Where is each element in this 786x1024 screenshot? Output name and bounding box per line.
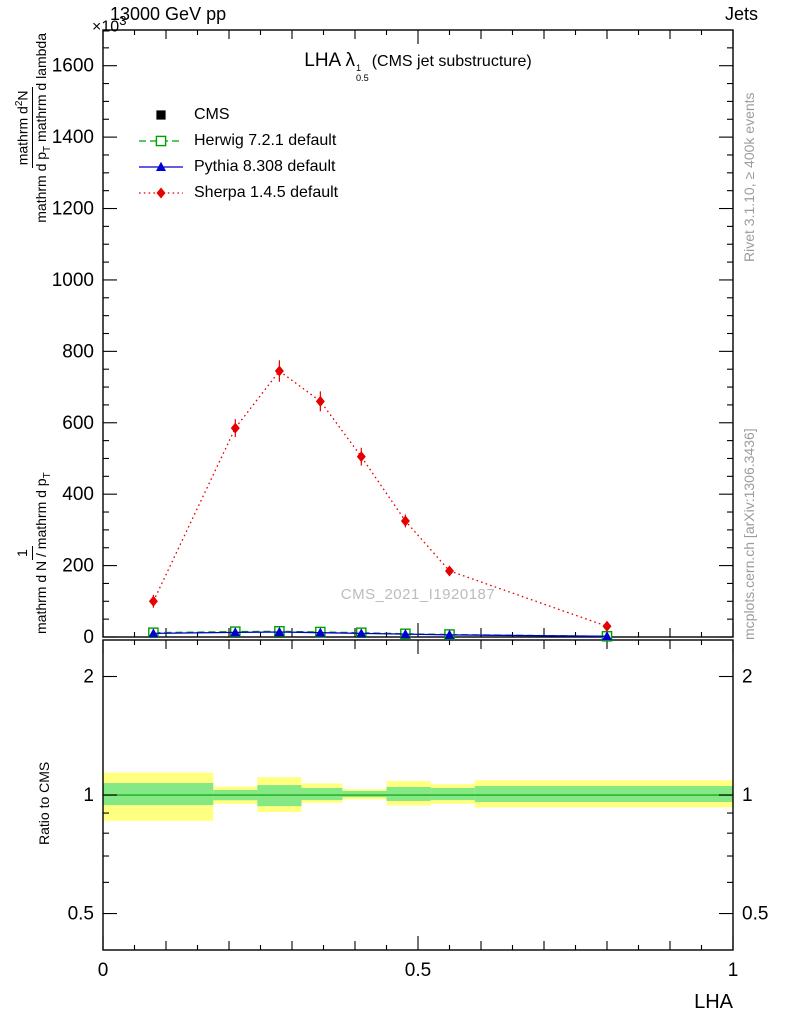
legend-label: CMS bbox=[194, 106, 230, 123]
inner-num-sup: 2 bbox=[14, 100, 25, 107]
x-tick-label: 1 bbox=[728, 960, 739, 981]
inner-den-text-b: mathrm d lambda bbox=[33, 33, 50, 146]
lambda-symbol: λ bbox=[345, 50, 355, 71]
legend-item-cms: CMS bbox=[138, 102, 338, 128]
series-marker-pythia bbox=[148, 628, 159, 638]
mcplots-reference-note: mcplots.cern.ch [arXiv:1306.3436] bbox=[741, 428, 757, 640]
legend: CMS Herwig 7.2.1 default Pythia 8.308 defa… bbox=[138, 102, 338, 206]
ratio-y-tick-label-right: 0.5 bbox=[742, 904, 768, 925]
ratio-y-tick-label-right: 2 bbox=[742, 667, 753, 688]
series-marker-pythia bbox=[602, 631, 612, 641]
ratio-y-tick-label-right: 1 bbox=[742, 785, 753, 806]
main-y-tick-label: 1000 bbox=[52, 270, 94, 291]
legend-item-pythia: Pythia 8.308 default bbox=[138, 154, 338, 180]
main-y-tick-label: 0 bbox=[83, 627, 94, 648]
beam-energy-label: 13000 GeV pp bbox=[110, 4, 227, 24]
lambda-indices: 1 0.5 bbox=[355, 63, 369, 83]
series-marker-sherpa bbox=[356, 451, 366, 463]
y-axis-scale-exponent: ×103 bbox=[92, 13, 127, 36]
series-marker-pythia bbox=[315, 627, 326, 637]
ratio-y-tick-label-left: 0.5 bbox=[68, 904, 94, 925]
main-y-tick-label: 1200 bbox=[52, 199, 94, 220]
plot-title: LHA λ 1 0.5 (CMS jet substructure) bbox=[103, 50, 733, 83]
main-y-tick-label: 1400 bbox=[52, 127, 94, 148]
ratio-band-green bbox=[430, 787, 475, 801]
series-marker-pythia bbox=[230, 627, 241, 637]
series-marker-pythia bbox=[400, 628, 411, 639]
ratio-band-green bbox=[342, 790, 387, 798]
scale-prefix: ×10 bbox=[92, 18, 120, 36]
series-marker-sherpa bbox=[274, 365, 284, 377]
series-marker-sherpa bbox=[400, 515, 410, 527]
y-axis-inner-fraction: mathrm d2N mathrm d pT mathrm d lambda bbox=[14, 30, 54, 226]
rivet-version-note: Rivet 3.1.10, ≥ 400k events bbox=[741, 92, 757, 262]
outer-den-sub: T bbox=[41, 472, 53, 479]
title-prefix: LHA bbox=[304, 50, 346, 71]
y-axis-outer-fraction: 1 mathrm d N / mathrm d pT bbox=[14, 469, 54, 637]
lambda-subscript: 0.5 bbox=[355, 72, 369, 83]
title-suffix: (CMS jet substructure) bbox=[371, 53, 532, 70]
series-marker-sherpa bbox=[148, 595, 158, 607]
series-marker-pythia bbox=[274, 626, 285, 637]
main-y-tick-label: 600 bbox=[62, 413, 94, 434]
main-y-tick-label: 1600 bbox=[52, 56, 94, 77]
open-square-marker-icon bbox=[139, 135, 183, 147]
series-line-pythia bbox=[153, 631, 608, 637]
main-y-tick-label: 200 bbox=[62, 556, 94, 577]
triangle-marker-icon bbox=[139, 161, 183, 171]
lambda-superscript: 1 bbox=[355, 63, 362, 73]
ratio-band-green bbox=[474, 786, 733, 803]
x-tick-label: 0 bbox=[98, 960, 109, 981]
square-marker-icon bbox=[156, 110, 166, 120]
series-marker-pythia bbox=[356, 628, 367, 638]
outer-frac-denominator: mathrm d N / mathrm d pT bbox=[33, 469, 54, 637]
legend-item-herwig: Herwig 7.2.1 default bbox=[138, 128, 338, 154]
analysis-topic-label: Jets bbox=[724, 4, 758, 24]
legend-label: Herwig 7.2.1 default bbox=[194, 132, 337, 149]
series-marker-sherpa bbox=[315, 395, 325, 407]
outer-den-text: mathrm d N / mathrm d p bbox=[32, 478, 49, 634]
x-tick-label: 0.5 bbox=[405, 960, 431, 981]
main-y-tick-label: 800 bbox=[62, 341, 94, 362]
ratio-y-axis-label: Ratio to CMS bbox=[36, 761, 52, 845]
series-marker-pythia bbox=[444, 629, 455, 639]
ratio-band-green bbox=[386, 787, 431, 801]
scale-exp: 3 bbox=[119, 13, 127, 28]
inner-num-text-b: N bbox=[14, 90, 31, 101]
inner-den-sub: T bbox=[41, 145, 53, 152]
inner-frac-denominator: mathrm d pT mathrm d lambda bbox=[33, 30, 54, 226]
ratio-y-tick-label-left: 1 bbox=[83, 785, 94, 806]
main-y-tick-label: 400 bbox=[62, 484, 94, 505]
legend-label: Sherpa 1.4.5 default bbox=[194, 184, 339, 201]
inner-num-text: mathrm d bbox=[14, 106, 31, 166]
ratio-band-green bbox=[103, 782, 214, 806]
legend-label: Pythia 8.308 default bbox=[194, 158, 336, 175]
legend-item-sherpa: Sherpa 1.4.5 default bbox=[138, 180, 338, 206]
analysis-id-watermark: CMS_2021_I1920187 bbox=[340, 586, 496, 603]
y-axis-label: 1 mathrm d N / mathrm d pT mathrm d2N ma… bbox=[14, 30, 54, 637]
series-marker-sherpa bbox=[445, 565, 454, 577]
x-axis-label: LHA bbox=[694, 991, 733, 1013]
inner-frac-numerator: mathrm d2N bbox=[14, 87, 34, 169]
outer-frac-numerator: 1 bbox=[14, 546, 33, 561]
diamond-marker-icon bbox=[139, 187, 183, 199]
ratio-y-tick-label-left: 2 bbox=[83, 667, 94, 688]
series-marker-sherpa bbox=[230, 422, 240, 434]
series-marker-sherpa bbox=[602, 620, 612, 632]
ratio-band-green bbox=[301, 787, 343, 801]
inner-den-text: mathrm d p bbox=[33, 151, 50, 223]
